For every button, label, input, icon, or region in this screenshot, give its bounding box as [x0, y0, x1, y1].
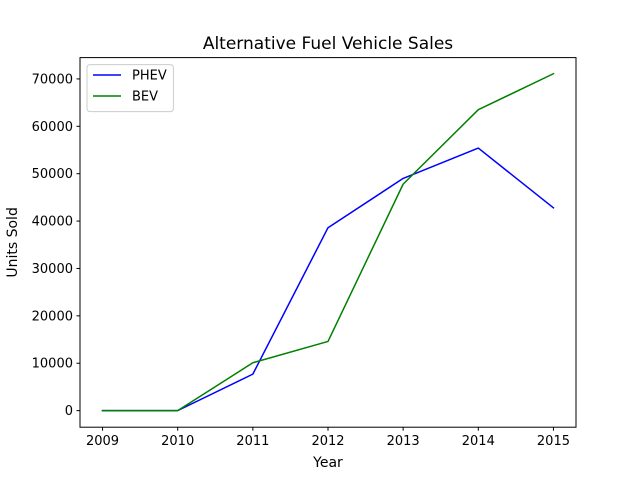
- y-tick-label: 70000: [32, 72, 73, 87]
- y-tick-label: 20000: [32, 309, 73, 324]
- x-tick-label: 2009: [86, 434, 119, 449]
- x-tick-label: 2013: [387, 434, 420, 449]
- x-axis-ticks: 2009 2010 2011 2012 2013 2014 2015: [86, 427, 570, 449]
- legend: PHEV BEV: [86, 64, 174, 113]
- x-tick-label: 2011: [236, 434, 269, 449]
- y-tick-label: 40000: [32, 215, 73, 230]
- series-line-bev: [101, 72, 555, 412]
- x-axis-label: Year: [312, 455, 343, 471]
- x-tick-label: 2014: [462, 434, 495, 449]
- series-line-phev: [101, 147, 555, 412]
- chart-title: Alternative Fuel Vehicle Sales: [203, 34, 453, 54]
- x-tick-label: 2012: [311, 434, 344, 449]
- legend-label-phev: PHEV: [132, 69, 167, 84]
- x-tick-label: 2015: [537, 434, 570, 449]
- y-axis-label: Units Sold: [5, 207, 21, 277]
- y-tick-label: 60000: [32, 120, 73, 135]
- y-tick-label: 0: [65, 404, 73, 419]
- legend-label-bev: BEV: [132, 90, 158, 105]
- y-tick-label: 10000: [32, 357, 73, 372]
- series-lines: [101, 72, 555, 412]
- y-axis-ticks: 0 10000 20000 30000 40000 50000 60000 70000: [32, 72, 80, 419]
- plot-frame: [79, 57, 577, 428]
- y-tick-label: 50000: [32, 167, 73, 182]
- legend-box: [86, 64, 174, 113]
- legend-items: PHEV BEV: [93, 69, 167, 105]
- y-tick-label: 30000: [32, 262, 73, 277]
- x-tick-label: 2010: [161, 434, 194, 449]
